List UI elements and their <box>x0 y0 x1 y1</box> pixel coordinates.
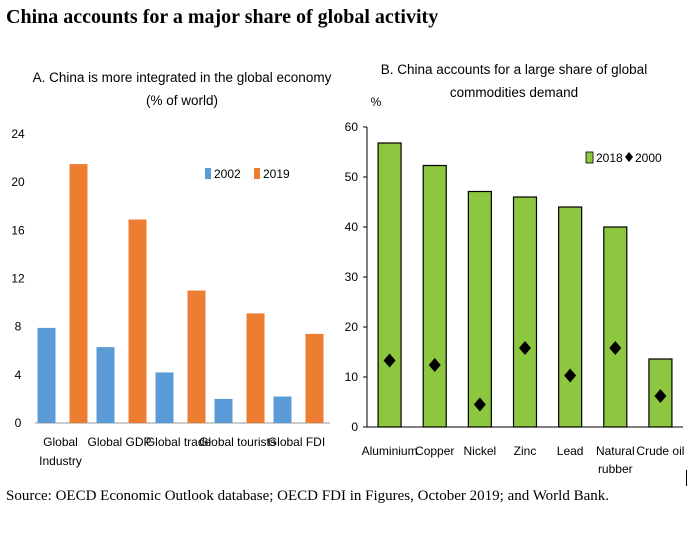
chart-b-x-tick-label: Copper <box>415 444 454 458</box>
chart-b-bar-2018 <box>512 196 538 428</box>
chart-a-legend-label: 2002 <box>214 167 241 181</box>
chart-b-x-tick-label: rubber <box>598 462 633 476</box>
source-note: Source: OECD Economic Outlook database; … <box>6 488 610 504</box>
chart-a: A. China is more integrated in the globa… <box>11 70 331 468</box>
chart-b-marker-2000 <box>428 358 441 372</box>
chart-b-marker-2000 <box>654 389 667 403</box>
chart-b-marker-2000 <box>519 341 531 355</box>
chart-a-y-tick-label: 20 <box>11 175 25 189</box>
chart-a-legend-swatch-2002 <box>205 168 211 179</box>
chart-a-y-tick-label: 16 <box>11 223 25 237</box>
chart-b: B. China accounts for a large share of g… <box>345 62 685 476</box>
chart-a-x-tick-label: Global GDP <box>87 435 151 449</box>
chart-b-legend-swatch-2000 <box>625 152 633 162</box>
chart-a-x-tick-label: Global tourists <box>199 435 276 449</box>
chart-b-marker-2000 <box>564 368 577 383</box>
chart-b-marker-2000 <box>383 353 396 368</box>
chart-b-x-tick-label: Crude oil <box>636 444 684 458</box>
chart-b-y-tick-label: 40 <box>345 220 359 234</box>
chart-a-x-tick-label: Industry <box>39 454 82 468</box>
chart-b-y-tick-label: 10 <box>345 370 359 384</box>
chart-b-y-axis-label: % <box>371 95 382 109</box>
chart-b-x-tick-label: Lead <box>557 444 584 458</box>
chart-a-bar-2019 <box>69 164 88 423</box>
chart-a-title-line: A. China is more integrated in the globa… <box>33 70 332 85</box>
chart-b-marker-2000 <box>609 341 622 355</box>
chart-a-x-tick-label: Global trade <box>146 435 212 449</box>
chart-a-y-tick-label: 8 <box>15 320 22 334</box>
chart-b-bar-2018 <box>422 164 447 428</box>
chart-b-x-tick-label: Aluminium <box>362 444 418 458</box>
chart-a-bar-2019 <box>128 219 147 423</box>
chart-a-title-line: (% of world) <box>146 93 218 108</box>
chart-a-y-tick-label: 0 <box>15 416 22 430</box>
chart-a-x-tick-label: Global <box>43 435 78 449</box>
chart-b-x-tick-label: Natural <box>596 444 635 458</box>
divider <box>686 470 687 486</box>
chart-b-y-tick-label: 20 <box>345 320 359 334</box>
chart-a-bar-2019 <box>305 333 324 423</box>
chart-b-bar-2018 <box>603 226 628 428</box>
chart-a-y-tick-label: 12 <box>11 272 25 286</box>
chart-b-y-tick-label: 30 <box>345 270 359 284</box>
chart-b-marker-2000 <box>473 397 486 412</box>
chart-b-bar-2018 <box>467 190 492 428</box>
chart-a-y-tick-label: 24 <box>11 127 25 141</box>
chart-a-x-tick-label: Global FDI <box>268 435 325 449</box>
chart-a-bar-2002 <box>273 396 292 423</box>
page-title: China accounts for a major share of glob… <box>6 6 439 28</box>
chart-b-legend-label: 2000 <box>635 151 662 165</box>
chart-b-y-tick-label: 0 <box>351 420 358 434</box>
chart-b-bar-2018 <box>558 206 583 428</box>
chart-b-bar-2018 <box>377 142 402 428</box>
chart-a-bar-2002 <box>96 347 115 423</box>
chart-a-y-tick-label: 4 <box>15 368 22 382</box>
chart-a-bar-2019 <box>246 313 265 423</box>
chart-a-legend-label: 2019 <box>263 167 290 181</box>
chart-b-x-tick-label: Nickel <box>464 444 497 458</box>
chart-b-title-line: commodities demand <box>450 85 578 100</box>
chart-a-bar-2002 <box>37 327 56 423</box>
chart-b-legend-swatch-2018 <box>585 151 594 164</box>
chart-b-legend-label: 2018 <box>596 151 623 165</box>
chart-b-y-tick-label: 50 <box>345 170 359 184</box>
chart-a-legend-swatch-2019 <box>254 168 260 179</box>
chart-a-bar-2019 <box>187 290 206 423</box>
chart-b-x-tick-label: Zinc <box>514 444 537 458</box>
chart-b-title-line: B. China accounts for a large share of g… <box>381 62 647 77</box>
chart-b-y-tick-label: 60 <box>345 120 359 134</box>
chart-a-bar-2002 <box>214 398 233 423</box>
chart-a-bar-2002 <box>155 372 174 423</box>
